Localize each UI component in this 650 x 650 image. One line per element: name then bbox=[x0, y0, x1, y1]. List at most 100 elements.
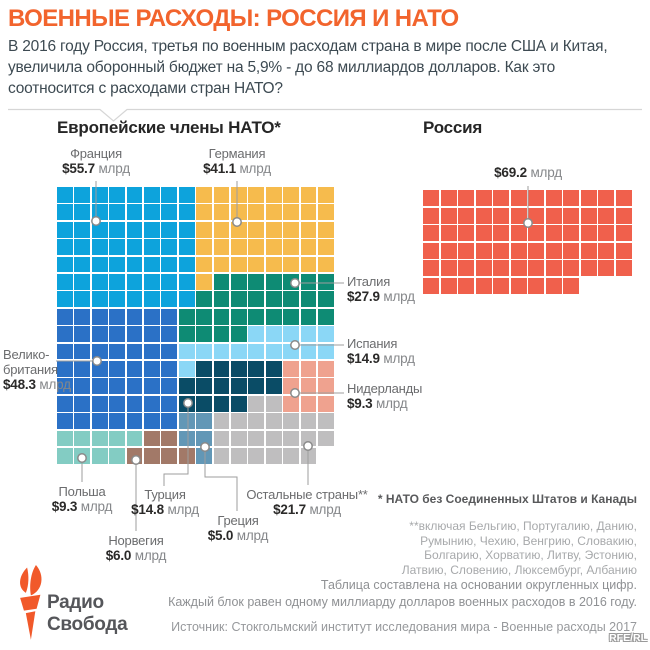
waffle-cell-russia bbox=[510, 242, 527, 259]
waffle-cell-france bbox=[74, 204, 91, 221]
waffle-cell-turkey bbox=[231, 378, 247, 395]
waffle-cell-others bbox=[300, 448, 317, 464]
waffle-cell-spain bbox=[283, 326, 300, 343]
waffle-cell-poland bbox=[74, 430, 91, 447]
waffle-cell-uk bbox=[161, 395, 178, 412]
marker-germany bbox=[232, 217, 242, 227]
waffle-cell-uk bbox=[57, 326, 73, 343]
waffle-cell-russia bbox=[545, 225, 562, 241]
waffle-cell-russia bbox=[528, 242, 544, 259]
waffle-cell-poland bbox=[91, 430, 108, 447]
waffle-cell-italy bbox=[213, 291, 230, 308]
waffle-cell-spain bbox=[196, 343, 213, 360]
waffle-cell-france bbox=[161, 239, 178, 256]
waffle-cell-france bbox=[144, 256, 160, 273]
waffle-cell-uk bbox=[91, 413, 108, 430]
waffle-cell-germany bbox=[300, 256, 317, 273]
waffle-cell-poland bbox=[91, 448, 108, 464]
waffle-cell-italy bbox=[178, 326, 195, 343]
waffle-cell-france bbox=[57, 291, 73, 308]
waffle-cell-italy bbox=[300, 274, 317, 290]
waffle-cell-france bbox=[126, 291, 143, 308]
waffle-cell-italy bbox=[248, 291, 265, 308]
callout-netherlands: Нидерланды $9.3 млрд bbox=[347, 381, 423, 411]
waffle-cell-spain bbox=[231, 343, 247, 360]
waffle-cell-poland bbox=[109, 430, 126, 447]
waffle-cell-italy bbox=[265, 291, 282, 308]
waffle-cell-spain bbox=[318, 326, 334, 343]
waffle-cell-russia bbox=[458, 225, 474, 241]
waffle-cell-others bbox=[265, 448, 282, 464]
waffle-cell-russia bbox=[475, 225, 492, 241]
waffle-cell-russia bbox=[615, 190, 632, 206]
waffle-cell-france bbox=[144, 291, 160, 308]
waffle-cell-russia bbox=[493, 190, 509, 206]
waffle-cell-netherlands bbox=[300, 378, 317, 395]
method-note-1: Таблица составлена на основании округлен… bbox=[320, 578, 637, 592]
waffle-cell-russia bbox=[563, 260, 579, 276]
waffle-cell-russia bbox=[580, 260, 597, 276]
waffle-cell-russia bbox=[528, 190, 544, 206]
radio-svoboda-logo: Радио Свобода bbox=[47, 592, 128, 635]
waffle-cell-russia bbox=[580, 207, 597, 224]
waffle-cell-turkey bbox=[196, 395, 213, 412]
waffle-cell-uk bbox=[126, 413, 143, 430]
waffle-cell-uk bbox=[144, 413, 160, 430]
waffle-cell-france bbox=[161, 187, 178, 203]
marker-turkey bbox=[183, 398, 193, 408]
waffle-cell-france bbox=[109, 187, 126, 203]
waffle-cell-france bbox=[74, 187, 91, 203]
waffle-cell-russia bbox=[563, 207, 579, 224]
waffle-cell-uk bbox=[74, 378, 91, 395]
waffle-cell-france bbox=[126, 256, 143, 273]
waffle-cell-spain bbox=[178, 361, 195, 377]
waffle-cell-others bbox=[283, 448, 300, 464]
waffle-cell-germany bbox=[231, 187, 247, 203]
waffle-cell-russia bbox=[615, 260, 632, 276]
callout-norway: Норвегия $6.0 млрд bbox=[105, 533, 167, 563]
waffle-cell-others bbox=[248, 395, 265, 412]
waffle-cell-france bbox=[126, 221, 143, 238]
waffle-cell-uk bbox=[57, 361, 73, 377]
waffle-cell-france bbox=[144, 221, 160, 238]
waffle-cell-russia bbox=[423, 190, 439, 206]
waffle-cell-uk bbox=[161, 308, 178, 325]
waffle-cell-germany bbox=[196, 256, 213, 273]
waffle-cell-france bbox=[74, 291, 91, 308]
waffle-cell-italy bbox=[265, 308, 282, 325]
waffle-cell-russia bbox=[440, 277, 457, 294]
waffle-cell-germany bbox=[196, 239, 213, 256]
footnote-others: **включая Бельгию, Португалию, Данию, Ру… bbox=[401, 519, 637, 577]
waffle-cell-france bbox=[74, 221, 91, 238]
waffle-cell-france bbox=[126, 239, 143, 256]
waffle-cell-uk bbox=[144, 343, 160, 360]
waffle-cell-russia bbox=[423, 242, 439, 259]
intro-paragraph: В 2016 году Россия, третья по военным ра… bbox=[8, 38, 608, 97]
waffle-cell-france bbox=[109, 291, 126, 308]
waffle-cell-spain bbox=[265, 326, 282, 343]
waffle-cell-france bbox=[161, 291, 178, 308]
waffle-cell-france bbox=[74, 256, 91, 273]
callout-spain: Испания $14.9 млрд bbox=[347, 336, 415, 366]
nato-section-title: Европейские члены НАТО* bbox=[57, 118, 281, 137]
waffle-cell-germany bbox=[283, 256, 300, 273]
waffle-cell-italy bbox=[318, 308, 334, 325]
waffle-cell-russia bbox=[475, 207, 492, 224]
waffle-cell-russia bbox=[598, 190, 614, 206]
waffle-cell-russia bbox=[510, 277, 527, 294]
waffle-cell-france bbox=[144, 187, 160, 203]
waffle-cell-others bbox=[248, 448, 265, 464]
waffle-cell-netherlands bbox=[318, 361, 334, 377]
marker-russia bbox=[523, 218, 533, 228]
waffle-cell-italy bbox=[300, 291, 317, 308]
waffle-cell-russia bbox=[615, 207, 632, 224]
waffle-cell-russia bbox=[563, 190, 579, 206]
waffle-cell-russia bbox=[545, 277, 562, 294]
waffle-cell-greece bbox=[178, 413, 195, 430]
source-note: Источник: Стокгольмский институт исследо… bbox=[171, 620, 637, 634]
waffle-cell-turkey bbox=[231, 361, 247, 377]
waffle-cell-germany bbox=[213, 256, 230, 273]
waffle-cell-russia bbox=[458, 277, 474, 294]
waffle-cell-others bbox=[265, 395, 282, 412]
waffle-cell-germany bbox=[231, 239, 247, 256]
